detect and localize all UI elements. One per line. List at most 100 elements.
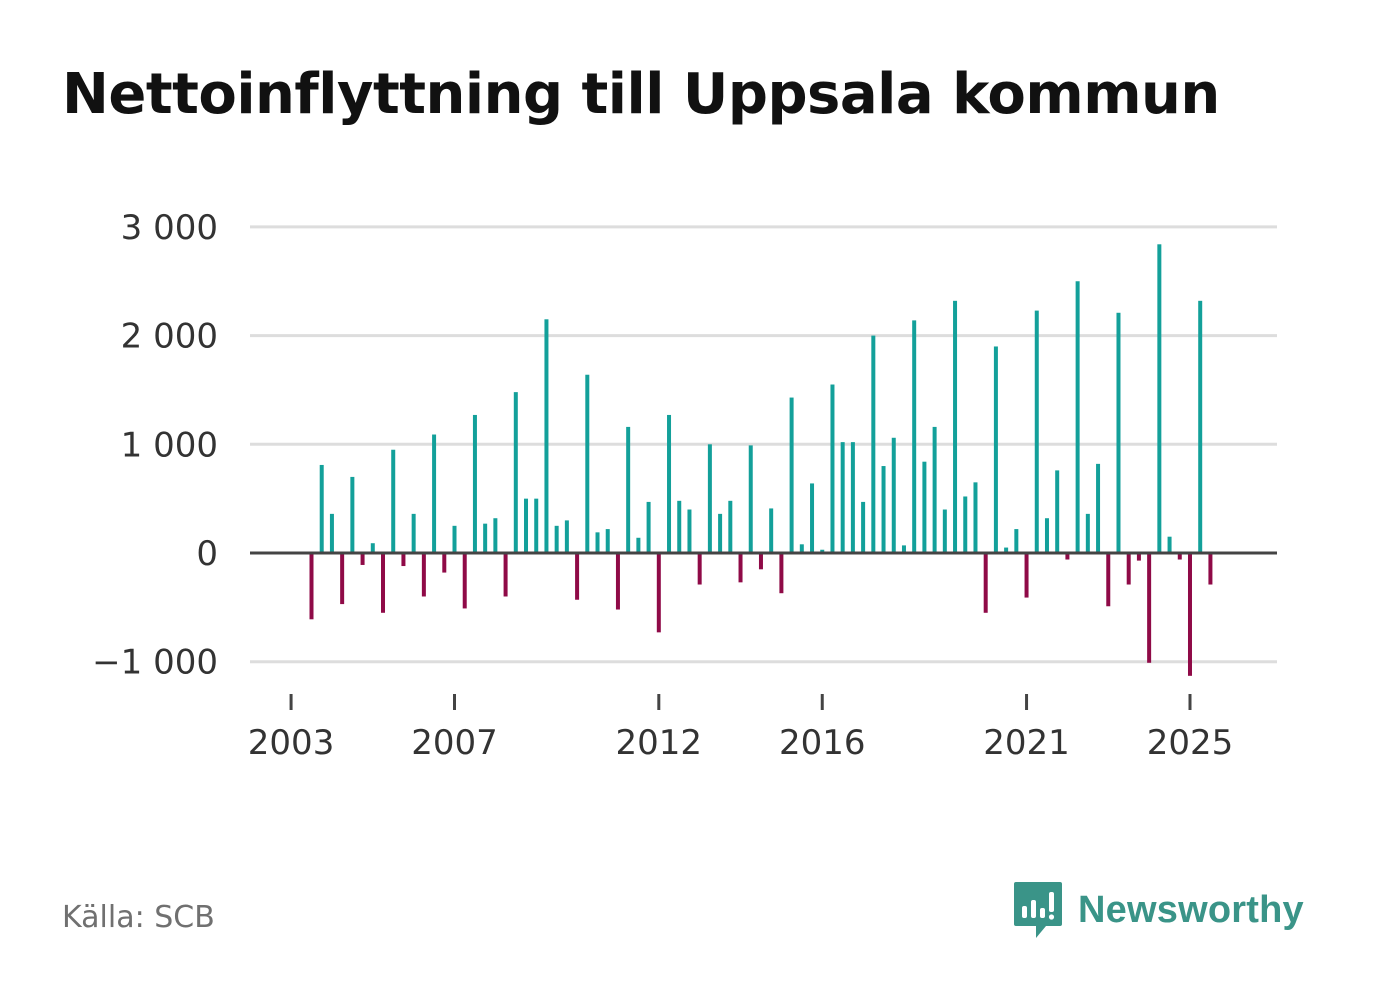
bar <box>861 501 866 553</box>
bar <box>585 374 590 553</box>
bar <box>615 553 620 610</box>
bar <box>636 537 641 553</box>
bar <box>738 553 743 583</box>
bar <box>1034 310 1039 553</box>
source-label: Källa: SCB <box>62 900 215 935</box>
bar <box>370 543 375 553</box>
bar <box>1177 553 1182 560</box>
y-tick-label: 3 000 <box>121 208 218 248</box>
bar <box>820 549 825 553</box>
bar <box>953 300 958 553</box>
bar <box>626 426 631 553</box>
bar <box>493 518 498 553</box>
bar <box>1106 553 1111 607</box>
bar <box>350 476 355 553</box>
bar <box>595 532 600 553</box>
bar <box>1085 513 1090 553</box>
y-tick-label: −1 000 <box>92 643 218 683</box>
bar <box>677 500 682 553</box>
bar <box>329 513 334 553</box>
x-tick-label: 2025 <box>1147 723 1234 763</box>
bar <box>769 508 774 553</box>
bar <box>391 449 396 553</box>
bar <box>1044 518 1049 553</box>
bar <box>779 553 784 594</box>
bar <box>942 509 947 553</box>
bar <box>983 553 988 613</box>
bar <box>544 319 549 553</box>
bar <box>1136 553 1141 561</box>
x-tick-label: 2021 <box>983 723 1070 763</box>
bar <box>1096 463 1101 553</box>
y-tick-label: 1 000 <box>121 425 218 465</box>
bar <box>810 483 815 553</box>
bar <box>646 501 651 553</box>
bar <box>452 525 457 553</box>
bar <box>340 553 345 605</box>
bar <box>513 392 518 553</box>
bar <box>1065 553 1070 560</box>
bar <box>667 414 672 553</box>
x-tick-label: 2016 <box>779 723 866 763</box>
bar <box>932 426 937 553</box>
bar <box>1075 281 1080 553</box>
bar <box>728 500 733 553</box>
brand-name: Newsworthy <box>1078 888 1304 931</box>
bar <box>1157 244 1162 554</box>
bar <box>707 444 712 553</box>
bar <box>881 466 886 553</box>
bar <box>718 513 723 553</box>
bar <box>973 482 978 553</box>
bar <box>534 498 539 553</box>
bar <box>789 397 794 553</box>
chart-title: Nettoinflyttning till Uppsala kommun <box>62 62 1220 127</box>
bar <box>912 320 917 553</box>
bar <box>1014 529 1019 553</box>
bar <box>554 525 559 553</box>
bar <box>442 553 447 573</box>
y-tick-label: 2 000 <box>121 317 218 357</box>
bar <box>687 509 692 553</box>
bar <box>840 442 845 553</box>
bar <box>1187 553 1192 676</box>
bar <box>993 346 998 553</box>
bar <box>309 553 314 620</box>
bar <box>1198 300 1203 553</box>
x-tick-label: 2003 <box>248 723 335 763</box>
bar <box>401 553 406 567</box>
bar <box>524 498 529 553</box>
bar <box>432 434 437 553</box>
x-tick-label: 2012 <box>616 723 703 763</box>
bar <box>503 553 508 597</box>
bar <box>472 414 477 553</box>
bar <box>1167 536 1172 553</box>
bar <box>1208 553 1213 585</box>
bar <box>799 544 804 553</box>
bar <box>483 523 488 553</box>
bar <box>1055 470 1060 553</box>
bar <box>830 384 835 553</box>
newsworthy-logo-icon <box>1014 882 1062 938</box>
bar <box>871 335 876 553</box>
bar <box>319 464 324 553</box>
bar <box>575 553 580 600</box>
bar <box>462 553 467 609</box>
bar <box>421 553 426 597</box>
bar <box>758 553 763 570</box>
bar <box>748 445 753 553</box>
bar <box>656 553 661 633</box>
bar <box>381 553 386 613</box>
bar <box>564 520 569 553</box>
bar <box>1004 547 1009 553</box>
bar <box>360 553 365 565</box>
brand-logo[interactable]: Newsworthy <box>1012 880 1304 940</box>
bar <box>1024 553 1029 598</box>
bar <box>850 442 855 553</box>
bar <box>411 513 416 553</box>
bar <box>1116 312 1121 553</box>
y-tick-label: 0 <box>196 534 218 574</box>
bar <box>605 529 610 553</box>
bar <box>1126 553 1131 585</box>
x-tick-label: 2007 <box>411 723 498 763</box>
